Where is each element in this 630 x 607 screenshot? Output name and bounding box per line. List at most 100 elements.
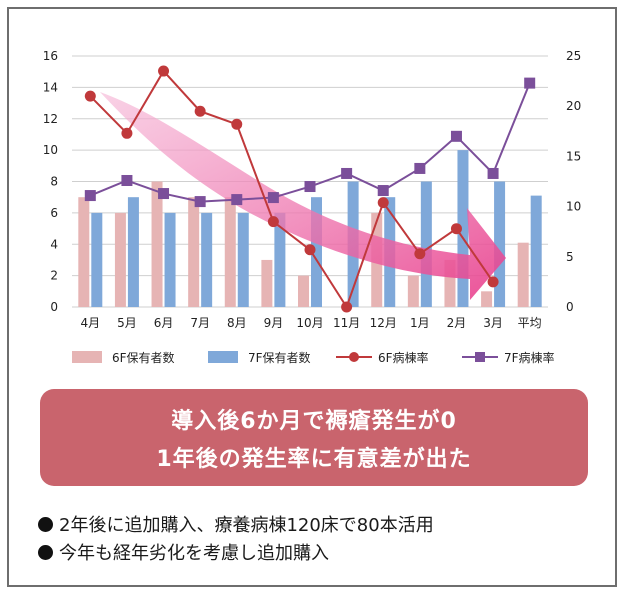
series-6f-point xyxy=(414,248,426,260)
legend-label: 7F病棟率 xyxy=(504,350,555,365)
series-7f-point xyxy=(341,167,353,179)
series-7f-point xyxy=(414,162,426,174)
series-6f-point xyxy=(121,127,133,139)
series-6f-point xyxy=(341,301,353,313)
x-tick-label: 10月 xyxy=(296,316,323,330)
series-7f-point xyxy=(377,185,389,197)
x-tick-label: 9月 xyxy=(264,316,284,330)
x-tick-label: 2月 xyxy=(447,316,467,330)
right-tick-label: 0 xyxy=(566,300,574,314)
series-7f-point xyxy=(450,130,462,142)
bar-6f xyxy=(114,212,126,307)
legend-marker xyxy=(349,352,359,362)
series-6f-point xyxy=(84,90,96,102)
bar-7f xyxy=(530,195,542,307)
bullet-item: 2年後に追加購入、療養病棟120床で80本活用 xyxy=(38,510,598,538)
legend: 6F保有者数 7F保有者数 6F病棟率 7F病棟率 xyxy=(72,350,555,365)
x-tick-label: 6月 xyxy=(154,316,174,330)
series-6f-line xyxy=(84,65,499,313)
series-7f-point xyxy=(158,188,170,200)
series-6f-point xyxy=(450,223,462,235)
bar-7f xyxy=(164,212,176,307)
legend-label: 7F保有者数 xyxy=(248,350,311,365)
series-7f-point xyxy=(194,196,206,208)
series-6f-line xyxy=(89,69,494,310)
series-6f-point xyxy=(267,216,279,228)
series-7f-point xyxy=(231,194,243,206)
bar-6f xyxy=(298,275,309,307)
left-tick-label: 6 xyxy=(50,206,58,220)
summary-banner: 導入後6か月で褥瘡発生が0 1年後の発生率に有意差が出た xyxy=(40,389,588,486)
series-7f-point xyxy=(267,192,279,204)
left-tick-label: 8 xyxy=(50,175,58,189)
bullet-text: 2年後に追加購入、療養病棟120床で80本活用 xyxy=(59,515,434,536)
x-tick-label: 平均 xyxy=(518,316,542,330)
bullet-item: 今年も経年劣化を考慮し追加購入 xyxy=(38,538,598,566)
series-7f-point xyxy=(84,190,96,202)
x-tick-label: 1月 xyxy=(410,316,430,330)
series-6f-point xyxy=(377,197,389,209)
series-6f-point xyxy=(231,118,243,130)
banner-line-1: 導入後6か月で褥瘡発生が0 xyxy=(171,409,457,434)
x-tick-label: 12月 xyxy=(370,316,397,330)
bar-6f xyxy=(151,181,163,307)
x-tick-label: 5月 xyxy=(117,316,137,330)
bar-7f xyxy=(494,181,506,307)
series-6f-point xyxy=(194,105,206,117)
bar-7f xyxy=(420,181,432,307)
legend-marker xyxy=(475,352,485,362)
bar-7f xyxy=(237,212,249,307)
legend-label: 6F保有者数 xyxy=(112,350,175,365)
banner-line-2: 1年後の発生率に有意差が出た xyxy=(156,447,472,472)
left-tick-label: 0 xyxy=(50,300,58,314)
x-tick-label: 7月 xyxy=(190,316,210,330)
series-6f-point xyxy=(487,276,499,288)
bar-6f xyxy=(78,197,90,307)
bullet-dot-icon xyxy=(38,516,53,532)
bar-7f xyxy=(311,197,322,307)
bar-7f xyxy=(91,212,103,307)
series-7f-point xyxy=(121,174,133,186)
x-tick-label: 4月 xyxy=(80,316,100,330)
bar-6f xyxy=(517,242,529,307)
left-tick-label: 4 xyxy=(50,237,58,251)
series-7f-line xyxy=(84,77,536,208)
bullet-list: 2年後に追加購入、療養病棟120床で80本活用 今年も経年劣化を考慮し追加購入 xyxy=(38,510,598,566)
right-tick-label: 15 xyxy=(566,149,581,163)
left-tick-label: 12 xyxy=(43,112,58,126)
bar-7f xyxy=(201,212,213,307)
series-7f-point xyxy=(304,181,316,193)
bar-6f xyxy=(261,259,273,307)
axes: 0 2 4 6 8 10 12 14 16 0 5 10 15 20 25 4月 5月 6月 7月 8月 9月 10月 11… xyxy=(43,49,582,330)
right-tick-label: 5 xyxy=(566,250,574,264)
x-tick-label: 11月 xyxy=(333,316,360,330)
right-tick-label: 20 xyxy=(566,99,581,113)
left-tick-label: 2 xyxy=(50,269,58,283)
bar-7f xyxy=(457,150,469,307)
bullet-text: 今年も経年劣化を考慮し追加購入 xyxy=(59,543,329,564)
series-6f-point xyxy=(304,244,316,256)
right-tick-label: 25 xyxy=(566,49,581,63)
legend-swatch xyxy=(208,351,238,363)
bullet-dot-icon xyxy=(38,544,53,560)
bar-6f xyxy=(407,275,419,307)
legend-label: 6F病棟率 xyxy=(378,350,429,365)
bar-6f xyxy=(444,259,456,307)
trend-arrow xyxy=(100,92,506,300)
series-7f-point xyxy=(524,77,536,89)
left-tick-label: 10 xyxy=(43,143,58,157)
right-tick-label: 10 xyxy=(566,200,581,214)
bar-7f xyxy=(274,212,286,307)
left-tick-label: 14 xyxy=(43,80,58,94)
x-tick-label: 3月 xyxy=(483,316,503,330)
series-6f-point xyxy=(158,65,170,77)
left-tick-label: 16 xyxy=(43,49,58,63)
bar-6f xyxy=(481,291,493,307)
legend-swatch xyxy=(72,351,102,363)
series-7f-point xyxy=(487,167,499,179)
bar-6f xyxy=(224,197,236,307)
bar-6f xyxy=(188,197,200,307)
bar-7f xyxy=(127,197,139,307)
x-tick-label: 8月 xyxy=(227,316,247,330)
combo-chart: 0 2 4 6 8 10 12 14 16 0 5 10 15 20 25 4月 5月 6月 7月 8月 9月 10月 11… xyxy=(43,49,582,365)
